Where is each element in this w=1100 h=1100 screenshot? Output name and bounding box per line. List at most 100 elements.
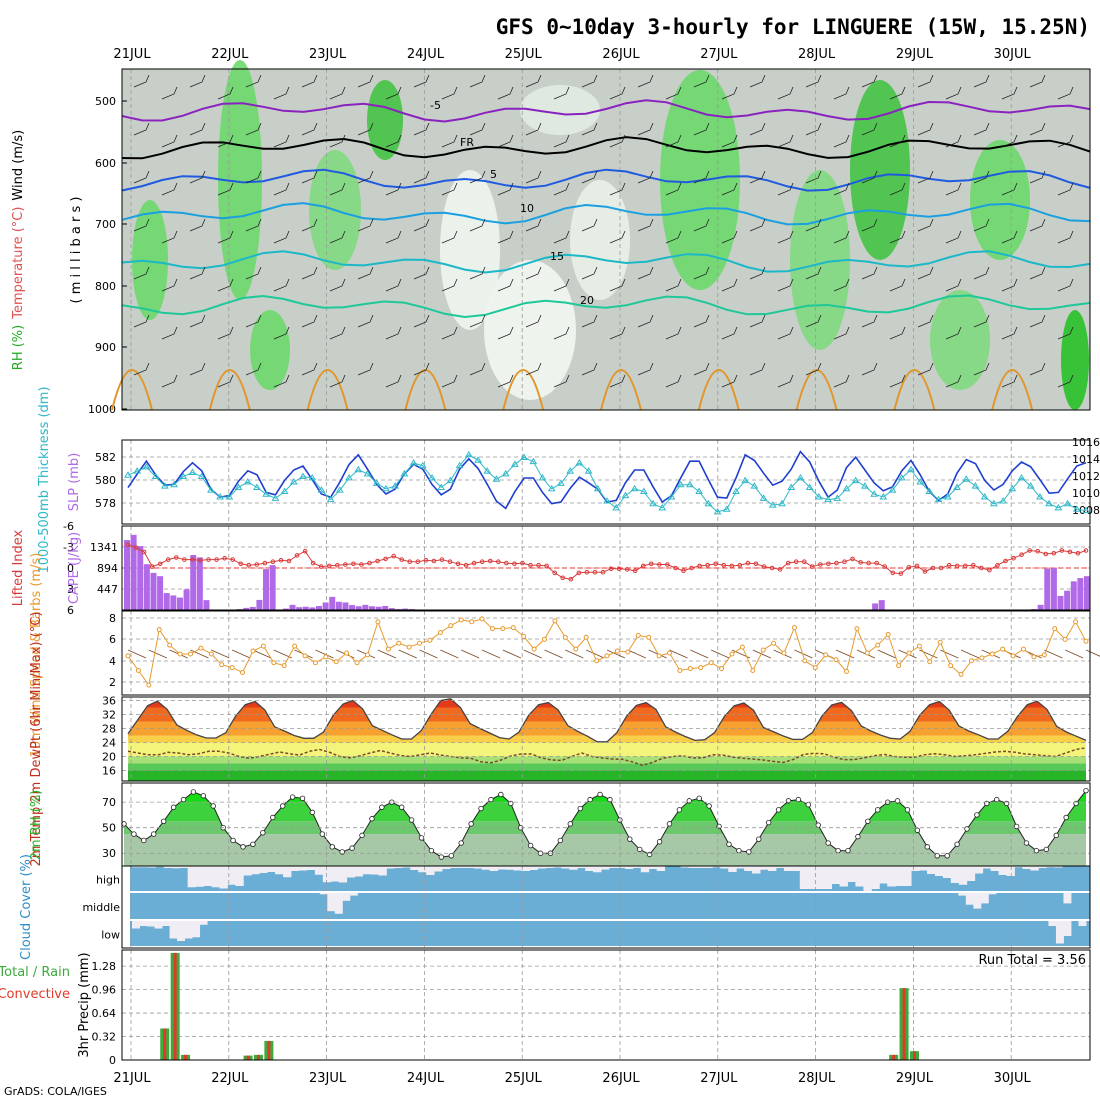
wind-barb: [189, 218, 206, 232]
wind-barb: [245, 362, 262, 376]
wind10m-barb: [710, 649, 730, 659]
wind-speed-marker: [354, 660, 360, 666]
cloud-bar: [132, 921, 140, 929]
thickness-tick: 578: [95, 497, 116, 510]
wind-barb: [497, 182, 514, 196]
wind-barb: [1057, 134, 1074, 148]
rh-marker: [369, 816, 375, 822]
slp-tick: 1010: [1072, 487, 1100, 500]
wind-barb: [889, 134, 906, 148]
wind-barb: [609, 374, 626, 388]
rh-marker: [597, 791, 603, 798]
wind-barb: [301, 170, 318, 184]
lifted-marker: [431, 558, 437, 564]
wind-barb: [721, 86, 738, 100]
rh-marker: [825, 840, 831, 846]
lifted-marker: [1083, 548, 1089, 553]
cloud-bar: [139, 866, 149, 868]
wind10m-barb: [940, 649, 959, 659]
wind-barb: [161, 374, 178, 388]
rh-marker: [498, 791, 504, 798]
wind-speed-marker: [885, 631, 891, 637]
precip-tick: 1.28: [92, 960, 117, 973]
thickness-marker: [1008, 484, 1017, 492]
wind-barb: [497, 134, 514, 148]
wind-barb: [357, 362, 374, 376]
wind-speed-marker: [406, 644, 412, 650]
bottom-date-label: 24JUL: [407, 1071, 445, 1086]
thickness-marker: [492, 475, 501, 482]
thickness-marker: [363, 469, 372, 477]
temp-tick: 28: [102, 723, 116, 736]
wind-barb: [189, 362, 206, 376]
wind-barb: [917, 314, 934, 328]
wind-barb: [749, 362, 766, 376]
thickness-marker: [759, 494, 768, 501]
wind-speed-marker: [156, 627, 162, 633]
rh-marker: [656, 839, 663, 845]
wind-barb: [833, 278, 850, 292]
lifted-marker: [415, 559, 421, 565]
wind-barb: [245, 314, 262, 328]
wind-barb: [441, 86, 458, 100]
lifted-marker: [560, 575, 566, 581]
temp-tick: 16: [102, 765, 116, 778]
lifted-marker: [576, 570, 582, 576]
cloud-bar: [219, 866, 228, 889]
convective-bar: [912, 1051, 916, 1060]
cloud-bar: [680, 866, 689, 868]
wind-speed-marker: [167, 642, 173, 648]
wind-barb: [1029, 122, 1046, 136]
cloud-bar: [513, 866, 522, 871]
wind-speed-marker: [125, 653, 131, 659]
wind-barb: [945, 326, 962, 340]
wind-barb: [637, 170, 654, 184]
thickness-marker: [704, 499, 713, 507]
wind-speed-marker: [281, 663, 287, 669]
rh-ylabel: 2m RH (%): [29, 790, 44, 861]
thickness-marker: [732, 487, 740, 495]
cloud-level-label: middle: [82, 901, 120, 914]
lifted-marker: [1011, 555, 1016, 561]
wind10m-barb: [1064, 649, 1084, 659]
wind10m-barb: [211, 649, 230, 659]
wind-barb: [581, 122, 598, 136]
cloud-bar: [319, 893, 328, 895]
rh-marker: [190, 789, 197, 795]
wind-barb: [413, 74, 430, 88]
wind-barb: [721, 374, 738, 388]
cape-bar: [1044, 568, 1051, 610]
wind-speed-marker: [875, 642, 881, 648]
cloud-bar: [434, 866, 443, 872]
wind10m-barb: [585, 649, 605, 659]
contour-label: 5: [490, 168, 497, 181]
wind-barb: [441, 134, 458, 148]
wind-speed-marker: [625, 649, 631, 655]
wind-barb: [525, 218, 542, 232]
top-date-label: 28JUL: [798, 47, 836, 62]
lifted-marker: [286, 558, 292, 564]
cloud-bar: [195, 866, 204, 887]
wind10m-barb: [1085, 649, 1100, 657]
rh-marker: [349, 845, 355, 851]
cape-bar: [170, 595, 177, 610]
lifted-marker: [850, 556, 855, 562]
wind-barb: [833, 374, 850, 388]
wind-barb: [301, 362, 318, 376]
lifted-marker: [665, 562, 670, 567]
wind-barb: [413, 170, 430, 184]
rh-marker: [696, 795, 702, 802]
wind-speed-marker: [927, 659, 933, 665]
thickness-marker: [1036, 492, 1044, 500]
lifted-ylabel: Lifted Index: [11, 529, 26, 606]
lifted-marker: [745, 560, 751, 566]
cape-bar: [1077, 578, 1084, 610]
cloud-bar: [410, 866, 419, 870]
slp-tick: 1014: [1072, 453, 1100, 466]
rh-marker: [379, 804, 385, 810]
wind-barb: [301, 74, 318, 88]
cloud-bar: [545, 866, 554, 868]
wind-speed-marker: [823, 652, 829, 658]
temp-ylabel: 2m Temp 2m DewPt (6hr Min/Max) (°C): [29, 612, 44, 867]
top-date-label: 25JUL: [505, 47, 543, 62]
